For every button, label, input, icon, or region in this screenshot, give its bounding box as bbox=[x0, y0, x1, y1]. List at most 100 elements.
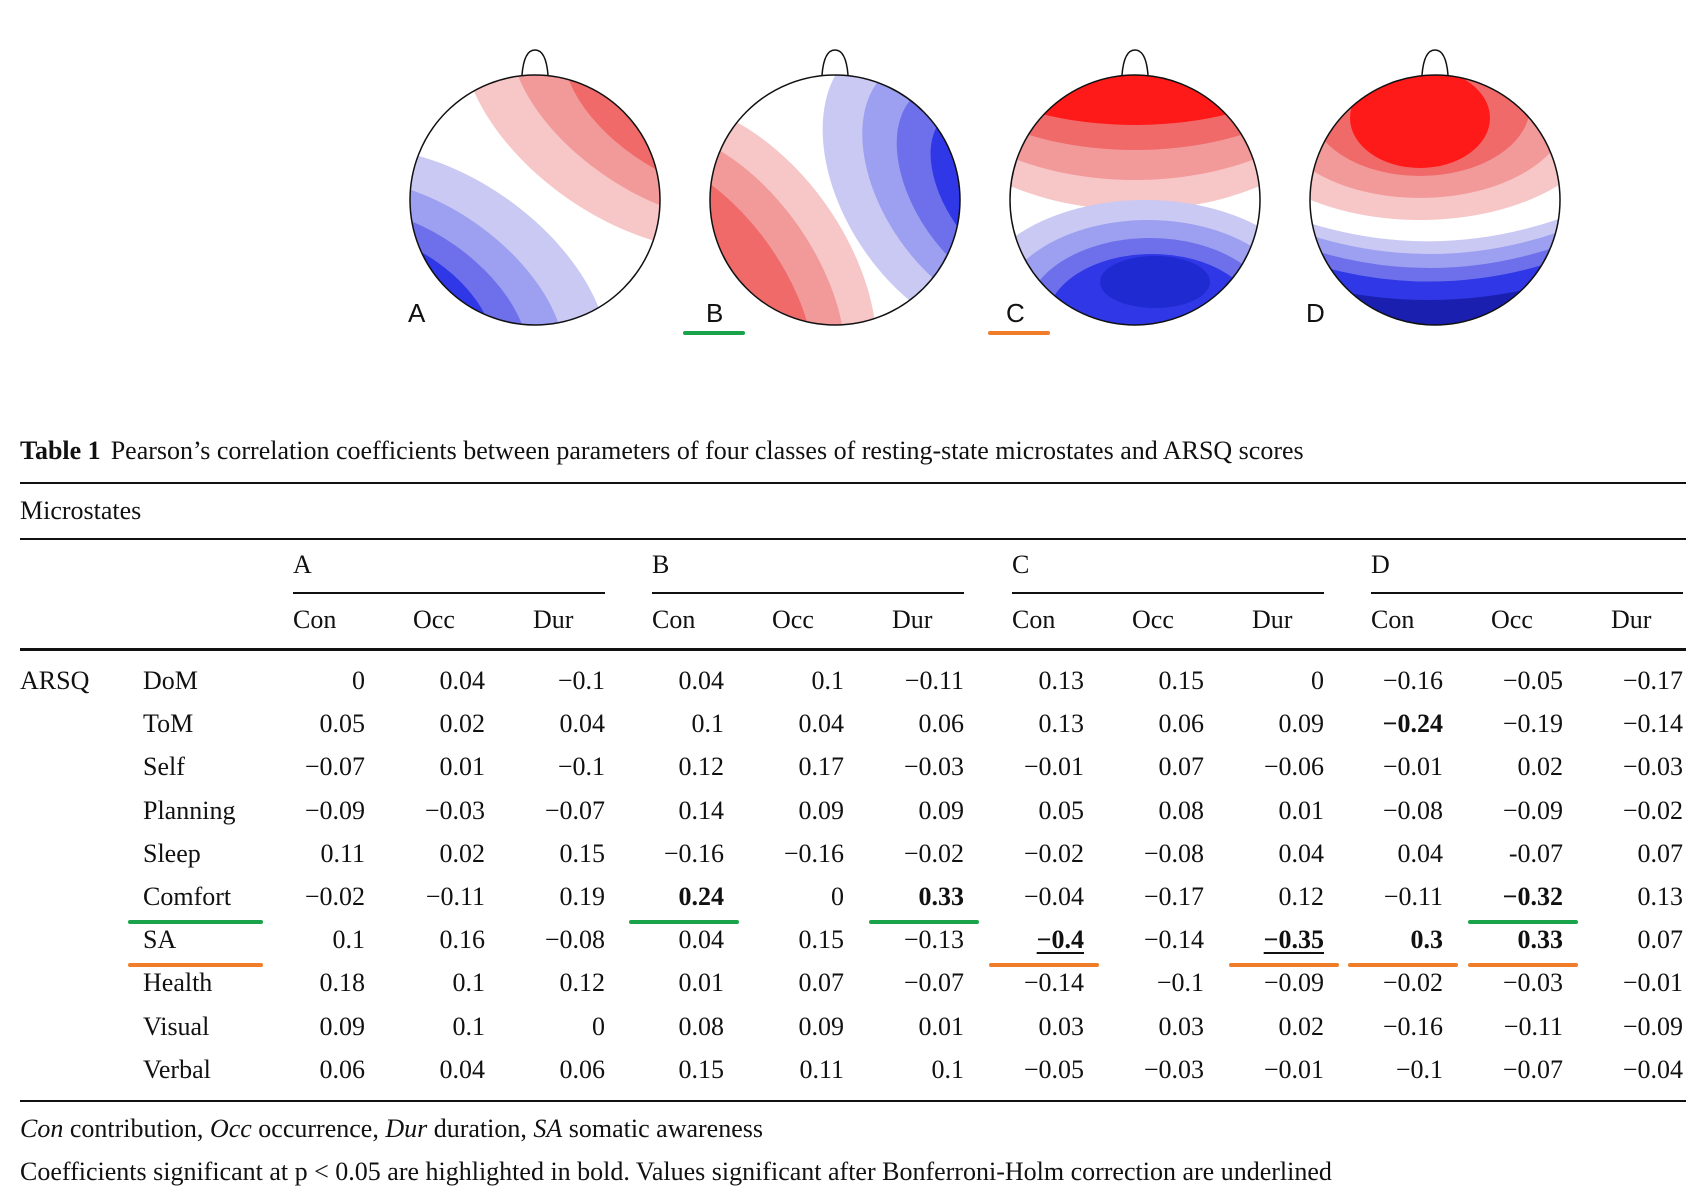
cell-verbal-3: 0.15 bbox=[614, 1056, 725, 1083]
cell-health-5: −0.07 bbox=[854, 970, 964, 996]
param-header-d-dur: Dur bbox=[1611, 605, 1652, 634]
cell-value: 0.1 bbox=[931, 1054, 965, 1084]
cell-sleep-6: −0.02 bbox=[974, 838, 1084, 868]
cell-visual-4: 0.09 bbox=[734, 1013, 845, 1040]
cell-value: −0.11 bbox=[425, 882, 485, 911]
cell-value: −0.02 bbox=[1023, 838, 1084, 868]
cell-value: 0 bbox=[1311, 666, 1324, 695]
class-header-a: A bbox=[293, 550, 312, 579]
cell-marker-sa-9 bbox=[1348, 963, 1458, 968]
topomap-d: D bbox=[1306, 49, 1561, 328]
cell-value: −0.1 bbox=[557, 752, 605, 782]
cell-value: −0.32 bbox=[1502, 882, 1563, 911]
cell-value: −0.02 bbox=[903, 838, 964, 868]
cell-health-8: −0.09 bbox=[1214, 970, 1324, 996]
cell-planning-4: 0.09 bbox=[734, 795, 845, 825]
cell-comfort-3: 0.24 bbox=[614, 884, 725, 910]
cell-tom-10: −0.19 bbox=[1453, 711, 1563, 737]
cell-value: −0.16 bbox=[1382, 1011, 1443, 1041]
cell-tom-8: 0.09 bbox=[1214, 711, 1325, 737]
cell-value: 0.14 bbox=[678, 795, 725, 825]
cell-value: 0.11 bbox=[799, 1054, 844, 1084]
row-label-sleep: Sleep bbox=[143, 838, 201, 868]
row-label-dom: DoM bbox=[143, 666, 198, 695]
table-caption: Table 1 Pearson’s correlation coefficient… bbox=[20, 436, 1304, 466]
cell-dom-3: 0.04 bbox=[614, 668, 725, 694]
row-label-verbal: Verbal bbox=[143, 1054, 211, 1084]
cell-self-6: −0.01 bbox=[974, 754, 1084, 780]
topomap-a-label: A bbox=[408, 298, 426, 328]
topomap-d-label: D bbox=[1306, 298, 1325, 328]
cell-comfort-2: 0.19 bbox=[495, 884, 606, 910]
cell-verbal-0: 0.06 bbox=[255, 1056, 366, 1083]
cell-value: −0.16 bbox=[663, 838, 724, 868]
cell-value: −0.06 bbox=[1263, 752, 1324, 782]
footnote-term-con: Con bbox=[20, 1114, 64, 1143]
cell-value: 0.01 bbox=[1278, 795, 1325, 825]
cell-value: −0.09 bbox=[1263, 968, 1324, 998]
cell-tom-11: −0.14 bbox=[1573, 711, 1683, 737]
cell-value: 0.18 bbox=[319, 968, 366, 998]
cell-value: 0.12 bbox=[559, 968, 606, 998]
table-column-rule bbox=[20, 648, 1686, 651]
table-header-rule bbox=[20, 538, 1686, 540]
cell-self-10: 0.02 bbox=[1453, 752, 1564, 782]
cell-value: −0.02 bbox=[304, 882, 365, 911]
footnote-abbreviations: Con contribution, Occ occurrence, Dur du… bbox=[20, 1114, 763, 1144]
cell-value: −0.13 bbox=[903, 925, 964, 955]
cell-dom-7: 0.15 bbox=[1094, 668, 1205, 694]
cell-value: −0.1 bbox=[557, 666, 605, 695]
cell-value: 0.12 bbox=[678, 752, 725, 782]
cell-value: 0.33 bbox=[918, 882, 965, 911]
table-top-rule bbox=[20, 482, 1686, 484]
cell-planning-11: −0.02 bbox=[1573, 797, 1683, 824]
cell-verbal-1: 0.04 bbox=[375, 1056, 486, 1083]
cell-value: 0.3 bbox=[1410, 925, 1444, 955]
cell-value: 0.02 bbox=[1278, 1011, 1325, 1041]
cell-sa-0: 0.1 bbox=[255, 927, 366, 953]
cell-value: 0.16 bbox=[439, 925, 486, 955]
cell-value: −0.11 bbox=[1503, 1011, 1563, 1041]
cell-value: 0.05 bbox=[319, 709, 366, 739]
cell-self-1: 0.01 bbox=[375, 754, 486, 780]
cell-value: 0.04 bbox=[559, 709, 606, 739]
cell-value: −0.03 bbox=[903, 752, 964, 782]
cell-dom-4: 0.1 bbox=[734, 668, 845, 694]
cell-value: −0.07 bbox=[304, 752, 365, 782]
cell-value: 0.08 bbox=[1158, 795, 1205, 825]
row-group-arsq: ARSQ bbox=[20, 666, 90, 695]
param-header-d-occ: Occ bbox=[1491, 605, 1533, 634]
cell-value: 0.12 bbox=[1278, 882, 1325, 911]
cell-value: 0.02 bbox=[1517, 752, 1564, 782]
footnote-def-dur: duration, bbox=[427, 1114, 534, 1143]
param-header-a-occ: Occ bbox=[413, 605, 455, 634]
param-header-a-con: Con bbox=[293, 605, 337, 634]
topomap-c: C bbox=[988, 49, 1261, 335]
cell-marker-sa-6 bbox=[989, 963, 1099, 968]
cell-value: −0.14 bbox=[1622, 709, 1683, 739]
cell-planning-1: −0.03 bbox=[375, 797, 485, 824]
cell-sleep-2: 0.15 bbox=[495, 840, 606, 867]
cell-sa-2: −0.08 bbox=[495, 927, 605, 953]
cell-value: −0.09 bbox=[304, 795, 365, 825]
cell-sleep-5: −0.02 bbox=[854, 838, 964, 868]
cell-value: 0.09 bbox=[918, 795, 965, 825]
cell-visual-8: 0.02 bbox=[1214, 1011, 1325, 1041]
cell-marker-comfort-10 bbox=[1468, 920, 1578, 924]
cell-value: 0.04 bbox=[1278, 838, 1325, 868]
cell-tom-0: 0.05 bbox=[255, 709, 366, 739]
cell-value: −0.24 bbox=[1382, 709, 1443, 739]
cell-value: 0 bbox=[592, 1011, 605, 1041]
cell-value: −0.09 bbox=[1502, 795, 1563, 825]
cell-sa-3: 0.04 bbox=[614, 927, 725, 953]
cell-sa-5: −0.13 bbox=[854, 927, 964, 953]
cell-sleep-1: 0.02 bbox=[375, 840, 486, 867]
cell-health-3: 0.01 bbox=[614, 970, 725, 996]
cell-dom-8: 0 bbox=[1214, 668, 1324, 694]
cell-planning-6: 0.05 bbox=[974, 797, 1085, 824]
cell-value: −0.07 bbox=[544, 795, 605, 825]
cell-sleep-8: 0.04 bbox=[1214, 838, 1325, 868]
cell-value: 0.06 bbox=[559, 1054, 606, 1084]
footnote-significance: Coefficients significant at p < 0.05 are… bbox=[20, 1157, 1332, 1186]
cell-value: 0.09 bbox=[798, 795, 845, 825]
